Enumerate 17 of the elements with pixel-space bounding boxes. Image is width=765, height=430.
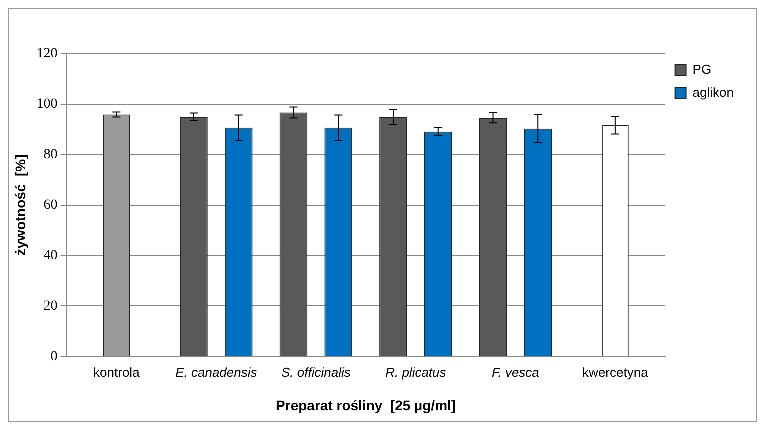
x-axis-title: Preparat rośliny [25 µg/ml] [276,397,456,414]
legend-label: PG [692,62,712,78]
x-tick-label: S. officinalis [281,365,352,380]
y-tick-label: 120 [36,46,58,62]
y-tick-label: 100 [36,97,58,112]
x-tick-label: kwercetyna [582,364,650,380]
y-tick-label: 40 [44,248,58,264]
y-tick-label: 20 [44,298,58,314]
y-tick-label: 60 [44,198,58,213]
x-tick-label: E. canadensis [176,365,258,380]
x-tick-label: R. plicatus [386,365,447,380]
y-axis-title: żywotność [%] [12,154,28,256]
x-tick-label: kontrola [94,364,141,380]
x-tick-label: F. vesca [492,365,540,380]
legend-label: aglikon [692,85,734,100]
y-tick-label: 80 [44,148,58,163]
y-tick-label: 0 [50,349,58,364]
